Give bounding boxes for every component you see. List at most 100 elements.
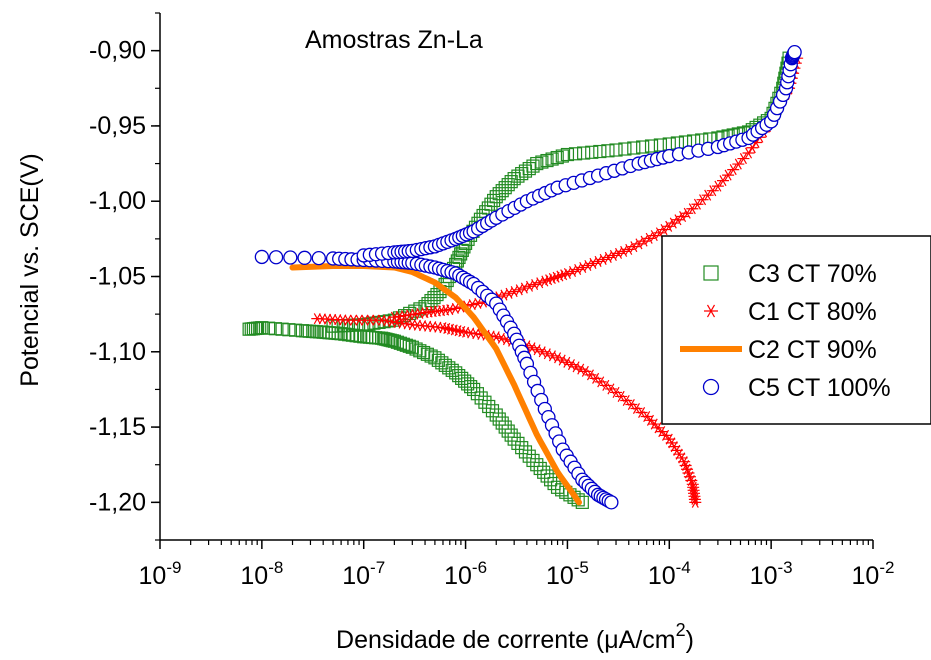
data-point: [522, 161, 536, 176]
y-tick-label: -0,90: [89, 37, 146, 65]
data-point: [424, 349, 438, 363]
data-point: [530, 458, 544, 472]
data-point: [467, 382, 481, 397]
data-point: [413, 302, 427, 316]
data-point: [254, 249, 270, 265]
data-point: [544, 473, 558, 487]
data-point: [545, 152, 559, 166]
data-point: [722, 169, 735, 181]
legend-label: C2 CT 90%: [748, 336, 877, 364]
data-point: [470, 387, 485, 401]
data-point: [526, 453, 540, 468]
x-tick-label: 10-3: [750, 558, 793, 590]
data-point: [691, 198, 704, 210]
data-point: [601, 144, 615, 158]
x-tick-label: 10-9: [139, 558, 182, 590]
legend-swatch: [703, 265, 719, 281]
data-point: [435, 356, 449, 370]
data-point: [540, 153, 554, 168]
x-tick-label: 10-2: [852, 558, 895, 590]
data-point: [405, 340, 419, 354]
data-point: [533, 461, 547, 476]
data-point: [706, 185, 719, 197]
data-point: [518, 445, 533, 459]
data-point: [275, 322, 289, 336]
data-point: [485, 404, 500, 418]
data-point: [478, 395, 492, 409]
y-axis-title: Potencial vs. SCE(V): [16, 153, 44, 386]
data-point: [571, 493, 585, 507]
data-point: [428, 351, 442, 365]
data-point: [787, 44, 802, 60]
data-point: [262, 321, 276, 335]
data-point: [618, 142, 632, 156]
data-point: [515, 441, 529, 455]
x-tick-label: 10-5: [546, 558, 589, 590]
y-tick-label: -1,15: [89, 413, 146, 441]
data-point: [504, 428, 518, 442]
data-point: [522, 449, 536, 463]
data-point: [289, 323, 303, 337]
data-point: [417, 345, 431, 360]
data-point: [550, 480, 565, 494]
data-point: [550, 150, 564, 165]
data-point: [662, 137, 676, 151]
data-point: [627, 141, 641, 155]
data-point: [452, 250, 466, 265]
data-point: [732, 158, 745, 170]
data-point: [282, 323, 296, 337]
data-point: [644, 139, 659, 153]
data-point: [431, 353, 445, 367]
data-point: [466, 299, 479, 311]
data-point: [297, 250, 312, 265]
data-point: [464, 380, 478, 394]
data-point: [636, 140, 650, 154]
data-point: [402, 339, 416, 353]
data-point: [537, 465, 551, 479]
data-point: [454, 247, 468, 261]
data-point: [515, 167, 529, 181]
data-point: [471, 297, 484, 309]
data-point: [653, 138, 668, 152]
data-point: [511, 436, 525, 450]
data-point: [701, 189, 714, 201]
legend-entry: C3 CT 70%: [703, 260, 877, 288]
data-point: [449, 302, 462, 314]
legend-entry: C5 CT 100%: [702, 374, 891, 402]
x-axis-title: Densidade de corrente (μA/cm2): [336, 620, 694, 654]
data-point: [577, 146, 591, 160]
data-point: [526, 159, 540, 173]
data-point: [443, 304, 456, 316]
series-c1-ct-80-: [311, 52, 804, 508]
data-point: [438, 358, 452, 372]
data-point: [535, 155, 549, 169]
data-point: [268, 322, 282, 336]
x-tick-label: 10-8: [240, 558, 283, 590]
data-point: [484, 197, 498, 211]
legend-swatch: [702, 378, 720, 396]
data-point: [689, 496, 702, 508]
legend-entry: C1 CT 80%: [704, 298, 877, 326]
data-point: [255, 321, 269, 335]
data-point: [670, 136, 684, 150]
data-point: [686, 203, 699, 215]
data-point: [585, 145, 599, 159]
data-point: [507, 432, 521, 446]
legend-label: C1 CT 80%: [748, 298, 877, 326]
legend-label: C5 CT 100%: [748, 374, 891, 402]
data-point: [482, 399, 496, 414]
data-point: [560, 147, 575, 162]
data-point: [268, 250, 284, 265]
data-point: [413, 344, 427, 358]
y-tick-label: -1,00: [89, 187, 146, 215]
legend-entry: C2 CT 90%: [680, 336, 877, 364]
data-point: [711, 180, 724, 192]
data-point: [474, 391, 488, 405]
data-point: [409, 342, 423, 356]
legend-label: C3 CT 70%: [748, 260, 877, 288]
x-tick-label: 10-6: [444, 558, 487, 590]
axes-layer: -0,90 -0,95 -1,00 -1,05 -1,10 -1,15 -1,20 10-9 1…: [89, 12, 895, 590]
data-point: [727, 164, 740, 176]
y-tick-label: -1,10: [89, 338, 146, 366]
